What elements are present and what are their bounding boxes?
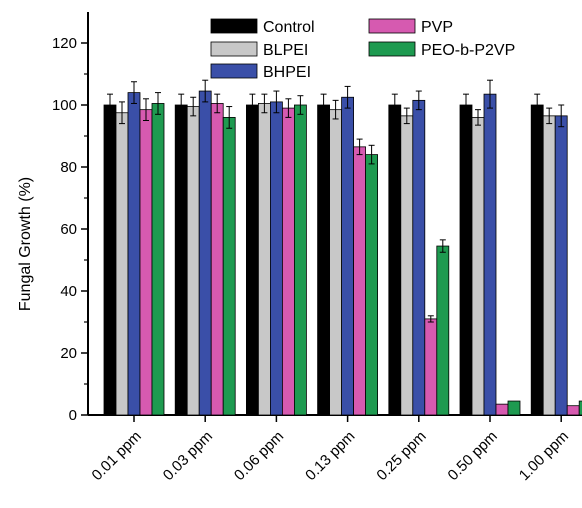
x-tick-label: 0.13 ppm [302, 428, 358, 484]
bar-pvp-6 [566, 405, 580, 416]
y-tick-label: 40 [60, 283, 77, 300]
bar-control-4 [388, 104, 402, 416]
bar-bhpei-3 [341, 96, 355, 416]
legend-swatch-blpei [210, 41, 258, 57]
bar-peo-b-p2vp-0 [151, 103, 165, 416]
legend: Control BLPEI BHPEI PVP PEO-b-P2VP [210, 18, 515, 81]
bar-peo-b-p2vp-3 [365, 154, 379, 416]
bar-peo-b-p2vp-6 [578, 400, 582, 416]
legend-label-pvp: PVP [421, 19, 453, 36]
legend-label-blpei: BLPEI [263, 42, 308, 59]
legend-label-bhpei: BHPEI [263, 64, 311, 81]
bar-pvp-3 [353, 146, 367, 416]
bars [103, 90, 582, 416]
x-tick-label: 1.00 ppm [516, 428, 572, 484]
bar-bhpei-1 [198, 90, 212, 416]
bar-bhpei-4 [412, 99, 426, 416]
x-tick-label: 0.50 ppm [445, 428, 501, 484]
bar-blpei-0 [115, 112, 129, 416]
bar-bhpei-5 [483, 93, 497, 416]
bar-control-3 [317, 104, 331, 416]
bar-control-6 [530, 104, 544, 416]
bar-peo-b-p2vp-2 [293, 104, 307, 416]
y-tick-label: 120 [52, 35, 77, 52]
bar-pvp-2 [281, 107, 295, 416]
bar-control-2 [245, 104, 259, 416]
error-bars [107, 79, 565, 323]
legend-label-control: Control [263, 19, 315, 36]
bar-control-5 [459, 104, 473, 416]
y-tick-label: 20 [60, 345, 77, 362]
bar-blpei-1 [186, 106, 200, 416]
bar-bhpei-0 [127, 92, 141, 416]
bar-bhpei-6 [554, 115, 568, 416]
x-tick-label: 0.06 ppm [231, 428, 287, 484]
bar-bhpei-2 [269, 101, 283, 416]
bar-control-0 [103, 104, 117, 416]
y-axis-label: Fungal Growth (%) [17, 177, 34, 311]
y-tick-label: 0 [69, 407, 77, 424]
bar-peo-b-p2vp-5 [507, 400, 521, 416]
y-axis-ticks: 0 20 40 60 80 100 120 [52, 35, 88, 424]
bar-pvp-4 [424, 318, 438, 416]
bar-pvp-0 [139, 109, 153, 416]
bar-blpei-5 [471, 117, 485, 416]
legend-swatch-control [210, 18, 258, 34]
bar-blpei-2 [257, 103, 271, 416]
bar-peo-b-p2vp-1 [222, 117, 236, 416]
y-tick-label: 100 [52, 97, 77, 114]
bar-peo-b-p2vp-4 [436, 245, 450, 416]
y-tick-label: 60 [60, 221, 77, 238]
legend-swatch-pvp [368, 18, 416, 34]
legend-label-peo-b-p2vp: PEO-b-P2VP [421, 42, 515, 59]
legend-swatch-peo-b-p2vp [368, 41, 416, 57]
bar-pvp-5 [495, 403, 509, 416]
x-tick-label: 0.01 ppm [89, 428, 145, 484]
x-tick-label: 0.03 ppm [160, 428, 216, 484]
x-axis-ticks: 0.01 ppm 0.03 ppm 0.06 ppm 0.13 ppm 0.25 ppm… [89, 415, 572, 484]
bar-blpei-3 [329, 109, 343, 416]
bar-control-1 [174, 104, 188, 416]
bar-pvp-1 [210, 103, 224, 416]
legend-swatch-bhpei [210, 63, 258, 79]
x-tick-label: 0.25 ppm [373, 428, 429, 484]
y-tick-label: 80 [60, 159, 77, 176]
bar-blpei-6 [542, 115, 556, 416]
bar-blpei-4 [400, 115, 414, 416]
